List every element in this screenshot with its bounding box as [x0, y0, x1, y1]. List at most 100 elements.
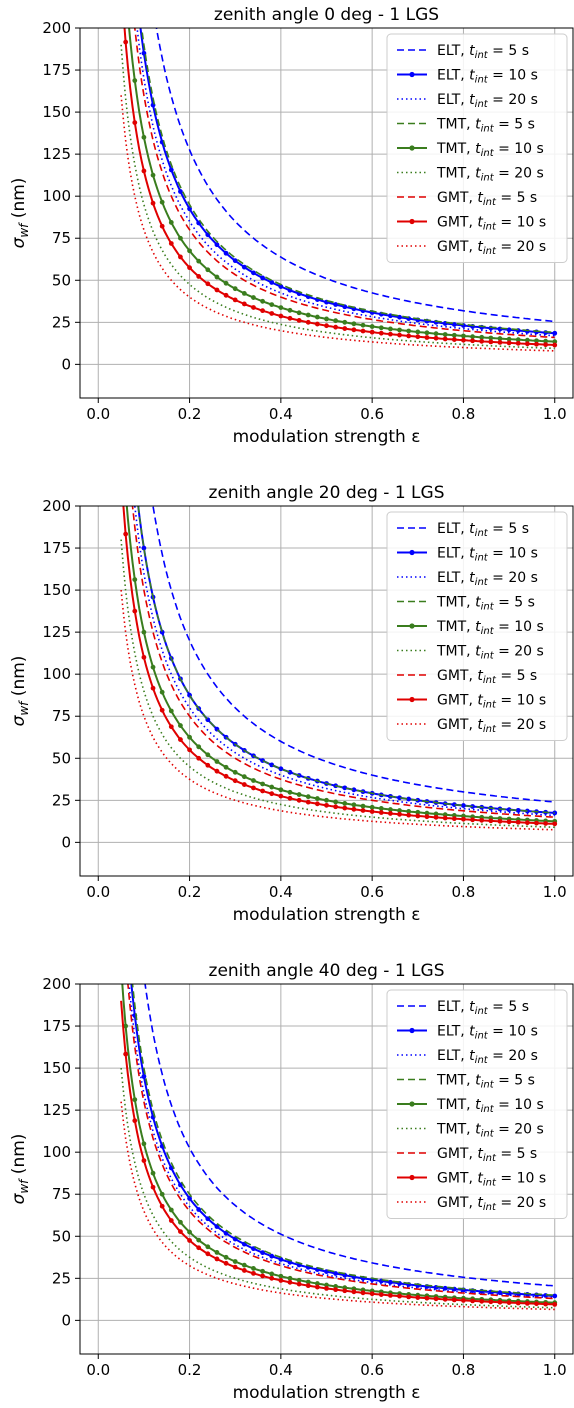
x-tick-label: 0.6 [360, 1361, 384, 1379]
series-marker [196, 1245, 202, 1251]
series-marker [397, 327, 402, 333]
y-tick-label: 200 [42, 19, 71, 37]
series-marker [241, 301, 247, 307]
series-marker [314, 801, 320, 807]
series-marker [515, 819, 521, 825]
series-line [120, 1068, 555, 1309]
series-marker [241, 1268, 247, 1273]
series-marker [351, 787, 357, 793]
y-tick-label: 100 [42, 1143, 71, 1161]
series-marker [178, 189, 183, 194]
series-marker [251, 1270, 256, 1276]
series-marker [360, 322, 366, 328]
y-tick-label: 125 [42, 145, 71, 163]
plot-frame [79, 983, 574, 1355]
x-tick-label: 1.0 [543, 405, 567, 423]
series-marker [223, 773, 229, 779]
series-line [133, 506, 555, 817]
series-marker [333, 324, 339, 330]
series-marker [187, 747, 192, 753]
series-marker [223, 1260, 229, 1266]
series-marker [260, 308, 265, 314]
series-marker [397, 314, 402, 320]
legend-marker [409, 1101, 415, 1107]
series-marker [369, 804, 375, 810]
x-tick-label: 0.4 [269, 883, 293, 901]
x-tick-label: 0.6 [360, 883, 384, 901]
series-marker [168, 241, 174, 246]
series-marker [552, 342, 558, 348]
series-marker [278, 1278, 284, 1283]
series-marker [260, 275, 265, 281]
series-marker [205, 1244, 211, 1250]
series-marker [296, 797, 302, 803]
legend-label: GMT, tint = 10 s [437, 1171, 546, 1189]
series-marker [132, 78, 138, 83]
y-tick-label: 150 [42, 1059, 71, 1077]
series-marker [123, 39, 129, 45]
series-marker [378, 806, 384, 811]
series-marker [552, 810, 558, 816]
series-marker [150, 172, 156, 178]
series-line [120, 539, 555, 828]
series-marker [388, 811, 393, 816]
legend-label: GMT, tint = 10 s [437, 215, 546, 233]
series-marker [543, 821, 549, 826]
series-marker [442, 332, 448, 337]
series-line [144, 984, 555, 1287]
series-marker [324, 797, 329, 803]
x-tick-label: 1.0 [543, 883, 567, 901]
series-marker [132, 1118, 138, 1124]
series-marker [251, 270, 256, 276]
x-tick-label: 0.6 [360, 405, 384, 423]
y-tick-label: 125 [42, 1101, 71, 1119]
series-marker [260, 781, 265, 787]
series-marker [442, 815, 448, 821]
series-marker [488, 818, 494, 824]
series-marker [388, 1279, 393, 1285]
series-marker [397, 808, 402, 813]
series-marker [278, 1273, 284, 1279]
series-marker [543, 1301, 549, 1307]
series-marker [515, 337, 521, 343]
series-marker [433, 811, 439, 817]
series-marker [260, 1268, 265, 1274]
series-marker [159, 199, 165, 205]
y-tick-label: 0 [61, 1311, 71, 1329]
legend-box [386, 989, 568, 1219]
series-marker [515, 807, 521, 813]
series-marker [223, 1230, 229, 1236]
series-marker [223, 280, 229, 286]
x-tick-label: 0.0 [86, 1361, 110, 1379]
series-marker [187, 265, 192, 271]
series-marker [488, 1299, 494, 1305]
series-marker [433, 1296, 439, 1302]
series-marker [342, 805, 348, 811]
legend-label: GMT, tint = 10 s [437, 693, 546, 711]
series-marker [305, 1279, 311, 1285]
series-marker [461, 337, 466, 343]
y-tick-label: 125 [42, 623, 71, 641]
y-tick-label: 75 [52, 229, 71, 247]
series-marker [342, 801, 348, 806]
series-marker [214, 287, 220, 293]
series-marker [296, 1277, 302, 1283]
series-marker [196, 1237, 202, 1243]
series-marker [305, 1283, 311, 1289]
series-marker [232, 258, 238, 264]
series-marker [451, 322, 457, 327]
y-tick-label: 100 [42, 187, 71, 205]
series-group [120, 506, 558, 831]
x-tick-label: 0.8 [452, 405, 476, 423]
x-tick-label: 0.8 [452, 883, 476, 901]
series-marker [232, 1264, 238, 1270]
legend-label: GMT, tint = 5 s [437, 1146, 537, 1164]
x-tick-label: 0.2 [178, 883, 202, 901]
series-marker [324, 802, 329, 808]
series-marker [324, 316, 329, 322]
series-marker [497, 1290, 503, 1296]
series-marker [451, 1297, 457, 1303]
series-marker [205, 281, 211, 287]
x-tick-label: 0.4 [269, 405, 293, 423]
series-marker [324, 1282, 329, 1288]
